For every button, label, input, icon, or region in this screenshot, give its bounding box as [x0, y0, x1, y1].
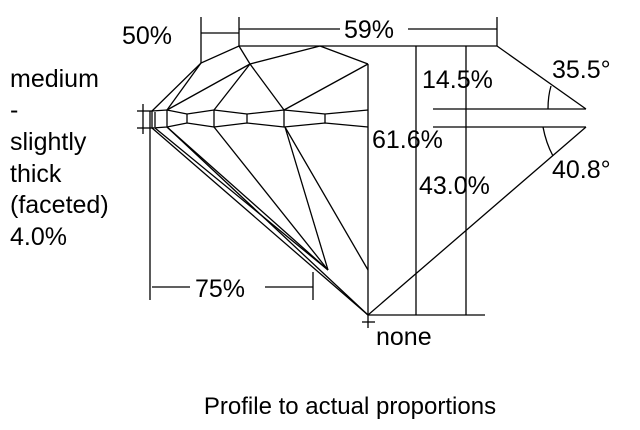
pavilion-angle-label: 40.8°: [552, 156, 611, 184]
diamond-outline: [151, 45, 497, 316]
crown-height-label: 14.5%: [422, 66, 493, 94]
girdle-line: -: [10, 96, 18, 124]
star-length-label: 50%: [122, 22, 172, 50]
dimension-lines: [137, 17, 587, 328]
girdle-line: medium: [10, 65, 99, 93]
total-depth-label: 61.6%: [372, 126, 443, 154]
table-percent-label: 59%: [344, 16, 394, 44]
girdle-line: slightly: [10, 128, 87, 156]
lower-half-label: 75%: [195, 275, 245, 303]
caption: Profile to actual proportions: [204, 393, 496, 420]
culet-label: none: [376, 323, 432, 351]
pavilion-depth-label: 43.0%: [419, 172, 490, 200]
girdle-description: medium - slightly thick (faceted) 4.0%: [10, 65, 109, 251]
crown-angle-label: 35.5°: [552, 56, 611, 84]
girdle-line: thick: [10, 160, 62, 188]
girdle-line: 4.0%: [10, 223, 67, 251]
girdle-line: (faceted): [10, 191, 109, 219]
